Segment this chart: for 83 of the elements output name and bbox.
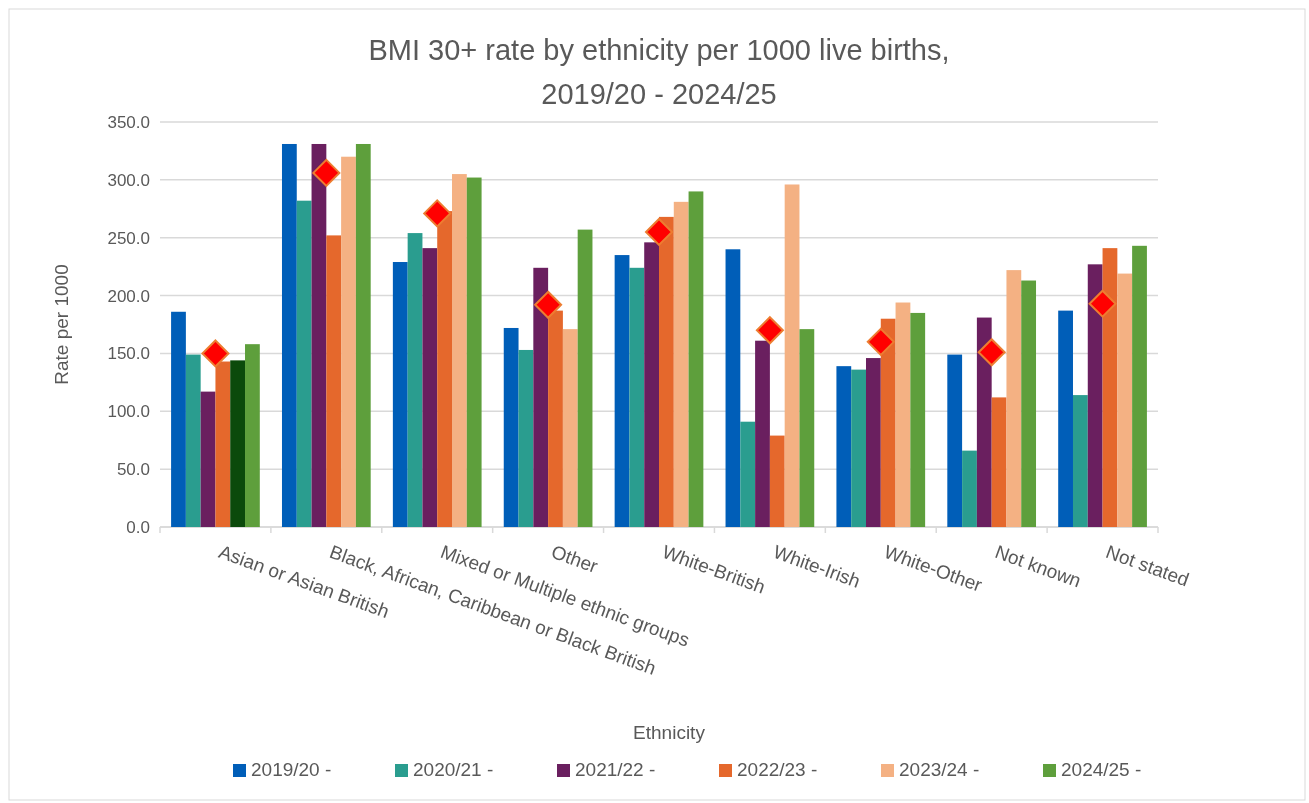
y-tick-label: 300.0 [107,170,150,190]
point [866,327,895,356]
bar [784,184,800,527]
bar [281,143,297,527]
bar [185,354,201,527]
bar [614,255,630,527]
legend-label: 2019/20 - [251,759,332,780]
bar [200,391,216,527]
bar [1021,280,1037,527]
y-tick-label: 100.0 [107,402,150,422]
bar [895,302,911,527]
bar [659,216,674,527]
bar [865,358,881,527]
bar [1102,248,1118,527]
x-tick-label: Other [548,541,602,578]
bar [230,360,246,527]
bar [1087,264,1103,527]
y-tick-label: 350.0 [107,112,150,132]
bar [1058,310,1073,527]
x-tick-label: Not stated [1103,541,1192,591]
legend-label: 2024/25 - [1061,759,1142,780]
bar [836,366,852,527]
bar [355,143,371,527]
y-axis-title: Rate per 1000 [51,264,72,385]
bar [799,329,815,527]
point [312,158,341,187]
bar [1117,273,1133,527]
bar [533,267,549,527]
y-tick-label: 0.0 [126,517,150,537]
y-tick-label: 150.0 [107,344,150,364]
bar [1006,270,1022,527]
bar [341,156,356,527]
point [755,316,784,345]
bar [991,397,1007,527]
bar [296,200,312,527]
bar [452,174,467,527]
point [1088,289,1117,318]
bar [740,421,756,527]
bar [644,242,659,527]
bar [910,312,926,527]
bar [725,249,741,527]
bar [769,435,785,527]
bar [976,317,992,527]
bar [947,354,963,527]
bar [1072,395,1088,527]
point [645,217,673,246]
bar [962,450,977,527]
x-axis-title: Ethnicity [633,722,706,743]
bar [518,349,534,527]
bar [1132,245,1147,527]
bar [629,267,645,527]
bar [548,310,563,527]
y-tick-label: 250.0 [107,228,150,248]
y-tick-label: 200.0 [107,286,150,306]
legend-label: 2022/23 - [737,759,818,780]
y-tick-label: 50.0 [116,460,150,480]
legend-label: 2021/22 - [575,759,656,780]
point [423,199,452,228]
bar [562,329,578,527]
point [977,338,1006,367]
bar [311,143,327,527]
bar [466,177,482,527]
bar [851,369,866,527]
bar [407,233,423,527]
bar [422,248,438,527]
bar [171,311,186,527]
bar [215,361,231,527]
bar [392,262,408,527]
x-tick-label: Not known [992,541,1084,592]
legend-label: 2023/24 - [899,759,980,780]
bar [245,344,260,527]
bar [577,229,593,527]
bar [326,235,342,527]
point [201,339,230,368]
bar [437,211,453,527]
bar [755,340,770,527]
bar [688,191,704,527]
point [534,290,563,319]
bar [880,318,896,527]
bar [503,327,519,527]
chart-title: BMI 30+ rate by ethnicity per 1000 live births, 2019/20 - 2024/25 [368,34,950,110]
bar [673,201,689,527]
legend-label: 2020/21 - [413,759,494,780]
